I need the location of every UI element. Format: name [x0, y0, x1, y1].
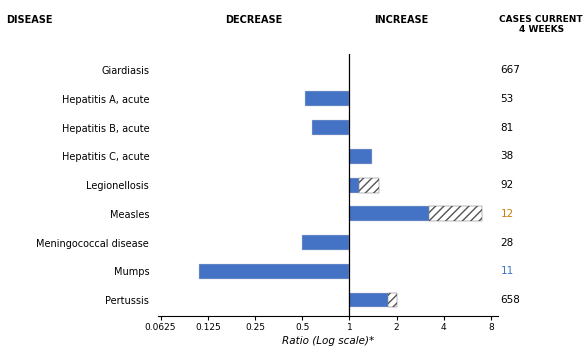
- Text: DISEASE: DISEASE: [6, 15, 52, 25]
- Text: 81: 81: [500, 123, 514, 133]
- Text: 658: 658: [500, 295, 520, 305]
- Text: CASES CURRENT
4 WEEKS: CASES CURRENT 4 WEEKS: [499, 15, 583, 34]
- Bar: [312, 120, 349, 135]
- Bar: [387, 293, 397, 307]
- Text: 53: 53: [500, 94, 514, 104]
- Text: 28: 28: [500, 237, 514, 248]
- Text: 38: 38: [500, 151, 514, 162]
- Bar: [199, 264, 349, 279]
- Text: DECREASE: DECREASE: [225, 15, 282, 25]
- Bar: [349, 207, 428, 221]
- Bar: [349, 293, 387, 307]
- Bar: [359, 178, 379, 193]
- Text: 667: 667: [500, 65, 520, 75]
- Bar: [428, 207, 482, 221]
- Bar: [302, 235, 349, 250]
- Text: 11: 11: [500, 266, 514, 276]
- Text: 92: 92: [500, 180, 514, 190]
- X-axis label: Ratio (Log scale)*: Ratio (Log scale)*: [282, 336, 374, 346]
- Text: 12: 12: [500, 209, 514, 219]
- Bar: [349, 178, 359, 193]
- Bar: [349, 149, 372, 164]
- Bar: [305, 91, 349, 106]
- Text: INCREASE: INCREASE: [374, 15, 428, 25]
